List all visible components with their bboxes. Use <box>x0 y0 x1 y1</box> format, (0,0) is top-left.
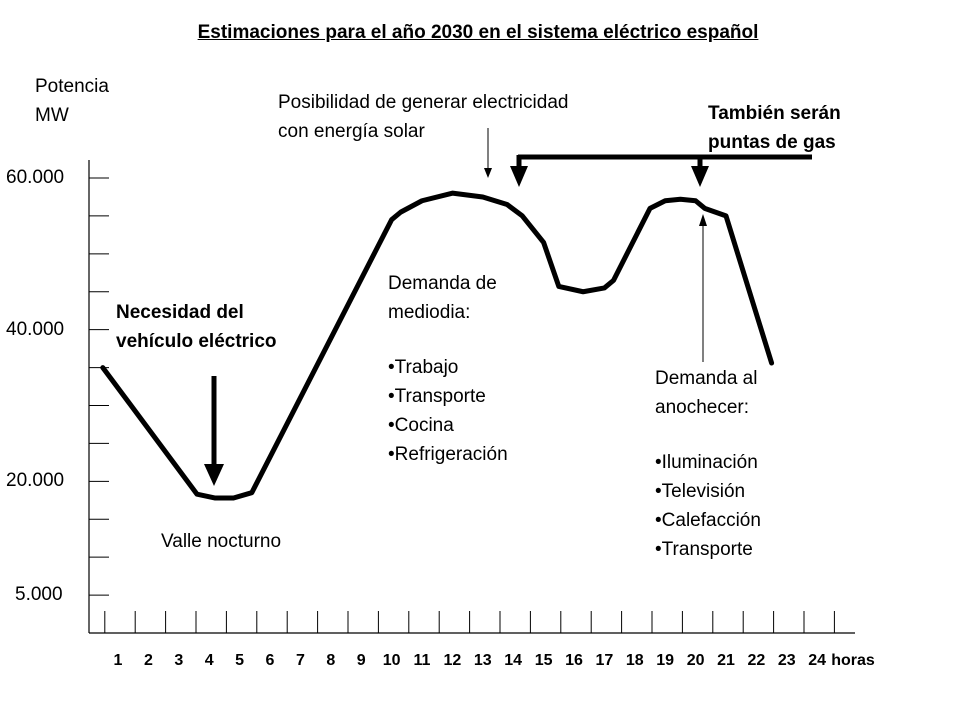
annotation-solar-line-2: con energía solar <box>278 121 425 142</box>
mediodia-item: Refrigeración <box>388 440 508 469</box>
annotation-necesidad: Necesidad del vehículo eléctrico <box>116 298 277 356</box>
mediodia-list: Trabajo Transporte Cocina Refrigeración <box>388 353 508 469</box>
anochecer-item: Calefacción <box>655 506 761 535</box>
mediodia-item: Trabajo <box>388 353 508 382</box>
x-tick-label: 13 <box>473 652 492 669</box>
chart-title: Estimaciones para el año 2030 en el sist… <box>197 22 759 43</box>
y-tick-label: 20.000 <box>6 470 65 492</box>
annotation-gas: También serán puntas de gas <box>708 99 841 157</box>
mediodia-heading-1: Demanda de <box>388 273 497 294</box>
gas-arrow-left-head <box>510 166 528 187</box>
x-tick-label: 14 <box>504 652 523 669</box>
x-tick-label: 11 <box>413 652 431 669</box>
annotation-gas-line-1: También serán <box>708 103 841 124</box>
x-tick-label: 2 <box>143 652 153 669</box>
x-tick-label: 24 <box>808 652 827 669</box>
annotation-mediodia: Demanda de mediodia: Trabajo Transporte … <box>388 269 508 469</box>
annotation-anochecer: Demanda al anochecer: Iluminación Televi… <box>655 364 761 564</box>
annotation-solar-line-1: Posibilidad de generar electricidad <box>278 92 569 113</box>
x-tick-label: 3 <box>174 652 184 669</box>
x-tick-label: 6 <box>265 652 275 669</box>
arrow-anochecer-head <box>699 214 707 226</box>
demand-curve <box>100 190 775 501</box>
anochecer-item: Transporte <box>655 535 761 564</box>
x-tick-label: 22 <box>747 652 766 669</box>
x-tick-label: 21 <box>717 652 735 669</box>
demand-series-line <box>100 190 775 501</box>
arrows <box>204 128 812 486</box>
y-tick-label: 40.000 <box>6 318 65 340</box>
y-axis-label: Potencia MW <box>35 72 109 130</box>
anochecer-item: Televisión <box>655 477 761 506</box>
y-tick-label: 60.000 <box>6 167 65 188</box>
x-axis-label: horas <box>831 652 875 669</box>
x-tick-label: 15 <box>534 652 553 669</box>
anochecer-heading-2: anochecer: <box>655 397 750 418</box>
mediodia-heading-2: mediodia: <box>388 302 471 323</box>
y-axis-label-line-2: MW <box>35 105 69 126</box>
gas-arrow-right-head <box>691 166 709 187</box>
x-tick-label: 4 <box>204 652 214 669</box>
anochecer-item: Iluminación <box>655 448 761 477</box>
x-tick-label: 18 <box>625 652 644 669</box>
x-tick-label: 7 <box>295 652 305 669</box>
annotation-gas-line-2: puntas de gas <box>708 132 836 153</box>
axes <box>88 160 855 634</box>
arrow-solar-head <box>484 168 492 178</box>
x-tick-label: 23 <box>777 652 796 669</box>
x-tick-label: 9 <box>356 652 366 669</box>
y-axis-label-line-1: Potencia <box>35 76 109 97</box>
anochecer-list: Iluminación Televisión Calefacción Trans… <box>655 448 761 564</box>
x-tick-label: 17 <box>595 652 614 669</box>
x-tick-label: 8 <box>326 652 336 669</box>
x-tick-label: 12 <box>443 652 462 669</box>
mediodia-item: Cocina <box>388 411 508 440</box>
annotation-valle: Valle nocturno <box>161 531 282 552</box>
y-tick-label: 5.000 <box>15 584 63 606</box>
x-tick-label: 19 <box>656 652 675 669</box>
anochecer-heading-1: Demanda al <box>655 368 758 389</box>
arrow-valle-head <box>204 464 224 486</box>
x-tick-label: 10 <box>382 652 401 669</box>
x-tick-label: 16 <box>565 652 583 669</box>
x-tick-label: 20 <box>686 652 705 669</box>
annotation-necesidad-line-1: Necesidad del <box>116 302 244 323</box>
x-tick-label: 1 <box>113 652 123 669</box>
x-tick-label: 5 <box>235 652 245 669</box>
annotation-necesidad-line-2: vehículo eléctrico <box>116 331 277 352</box>
mediodia-item: Transporte <box>388 382 508 411</box>
annotation-solar: Posibilidad de generar electricidad con … <box>278 88 568 146</box>
